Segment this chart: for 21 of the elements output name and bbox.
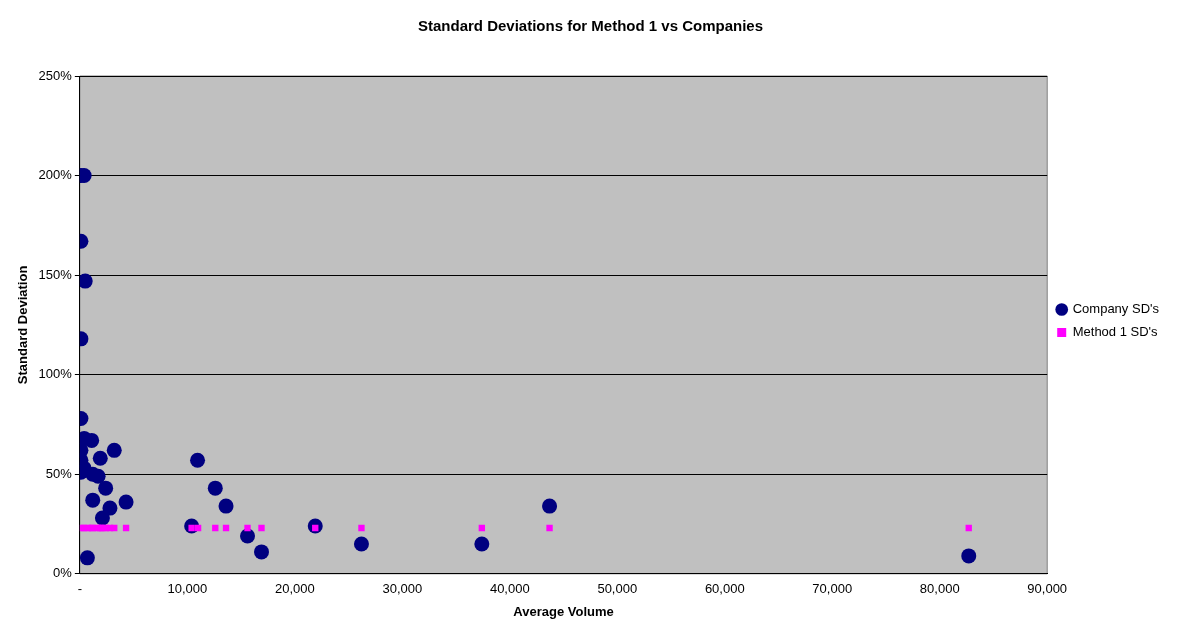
x-tick-label: 80,000 (919, 581, 960, 597)
x-tick-label: 90,000 (1027, 581, 1068, 597)
y-tick-label: 0% (53, 565, 73, 581)
x-tick-label: 20,000 (274, 581, 315, 597)
y-tick-label: 100% (38, 366, 73, 382)
y-tick-label: 150% (38, 266, 73, 282)
x-tick-label: 40,000 (489, 581, 530, 597)
y-tick-label: 50% (45, 465, 73, 481)
legend-label: Method 1 SD's (1072, 324, 1159, 340)
x-tick-label: - (77, 581, 83, 597)
x-tick-label: 10,000 (167, 581, 208, 597)
x-tick-label: 30,000 (382, 581, 423, 597)
y-tick-label: 250% (38, 67, 73, 83)
x-tick-label: 60,000 (704, 581, 745, 597)
x-tick-label: 70,000 (812, 581, 853, 597)
legend-label: Company SD's (1072, 301, 1160, 317)
chart-title: Standard Deviations for Method 1 vs Companies (417, 17, 764, 35)
y-tick-label: 200% (38, 167, 73, 183)
y-axis-title: Standard Deviation (15, 265, 31, 385)
x-tick-label: 50,000 (597, 581, 638, 597)
x-axis-title: Average Volume (513, 603, 614, 619)
